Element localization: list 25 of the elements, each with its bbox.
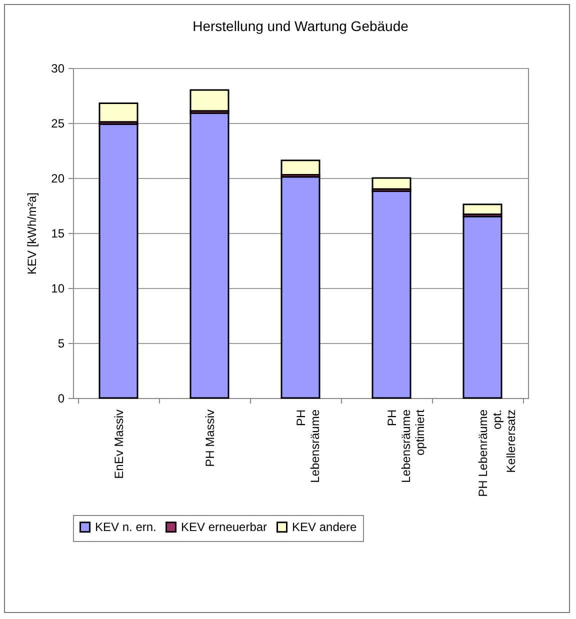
- bar: [98, 123, 138, 399]
- x-tick-label: PH Massiv: [203, 410, 217, 467]
- legend-label: KEV n. ern.: [95, 520, 156, 534]
- y-axis-title: KEV [kWh/m²a]: [25, 192, 40, 275]
- x-tick-label: EnEv Massiv: [112, 410, 126, 479]
- y-tick-label: 25: [51, 116, 65, 130]
- bar: [280, 160, 320, 176]
- y-tick-label: 15: [51, 226, 65, 240]
- bar: [280, 176, 320, 399]
- chart-title: Herstellung und Wartung Gebäude: [192, 18, 409, 34]
- y-tick-label: 10: [51, 282, 65, 296]
- bar: [190, 89, 230, 112]
- legend-label: KEV erneuerbar: [181, 520, 268, 534]
- x-tick-label: PH Lebensräume optimiert: [385, 408, 427, 483]
- y-tick-label: 30: [51, 62, 65, 76]
- bar: [462, 204, 502, 216]
- x-tick-label: PH Lebensräume: [294, 409, 322, 483]
- bar: [190, 112, 230, 399]
- legend-label: KEV andere: [292, 520, 358, 534]
- y-tick-label: 5: [58, 336, 65, 350]
- bar: [462, 216, 502, 399]
- bar: [372, 190, 412, 399]
- bar: [98, 102, 138, 123]
- y-tick-label: 0: [58, 392, 65, 406]
- y-tick-label: 20: [51, 172, 65, 186]
